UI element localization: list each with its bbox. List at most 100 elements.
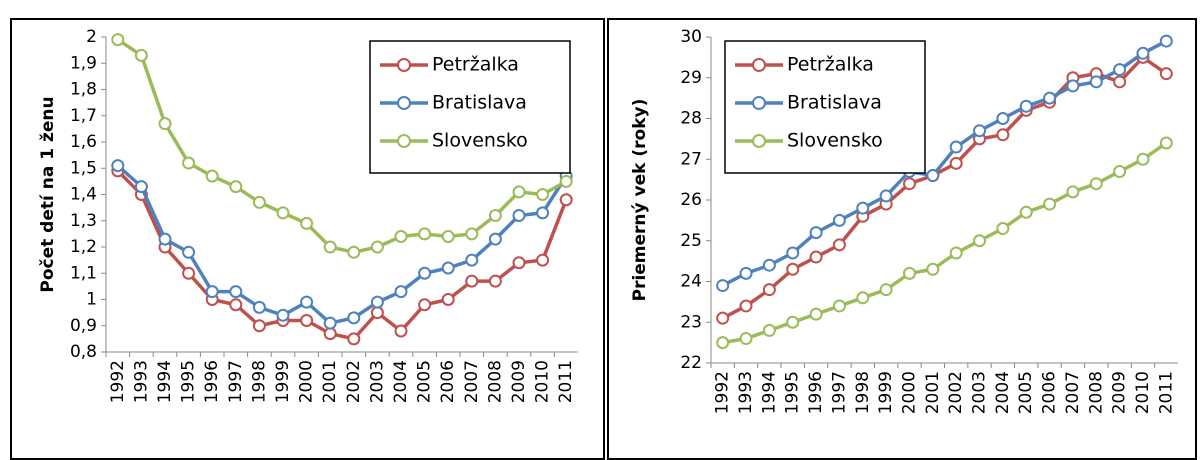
- data-point: [323, 327, 337, 341]
- panel-frame: [10, 18, 605, 460]
- y-tick-label: 1,9: [70, 53, 97, 73]
- data-point: [1089, 177, 1103, 191]
- data-point: [465, 274, 479, 288]
- data-point: [926, 262, 940, 276]
- data-point: [1043, 91, 1057, 105]
- data-point: [832, 238, 846, 252]
- data-point: [716, 311, 730, 325]
- x-tick-label: 1993: [736, 371, 756, 414]
- data-point: [1066, 79, 1080, 93]
- x-tick-label: 1999: [273, 360, 293, 403]
- data-point: [832, 299, 846, 313]
- data-point: [996, 128, 1010, 142]
- data-point: [229, 298, 243, 312]
- data-point: [182, 266, 196, 280]
- x-tick-label: 2008: [485, 360, 505, 403]
- x-tick-label: 2005: [415, 360, 435, 403]
- y-axis-title: Počet detí na 1 ženu: [38, 96, 58, 292]
- data-point: [902, 177, 916, 191]
- data-point: [488, 209, 502, 222]
- data-point: [205, 169, 219, 183]
- y-tick-label: 22: [680, 353, 702, 373]
- x-tick-label: 2003: [970, 371, 990, 414]
- data-point: [762, 283, 776, 297]
- y-tick-label: 2: [86, 27, 97, 47]
- x-tick-label: 2007: [462, 360, 482, 403]
- x-tick-label: 1996: [202, 360, 222, 403]
- legend-label: Slovensko: [787, 130, 883, 152]
- x-tick-label: 2011: [1156, 371, 1176, 414]
- x-tick-label: 2011: [556, 360, 576, 403]
- data-point: [394, 230, 408, 243]
- data-point: [786, 315, 800, 329]
- data-point: [323, 240, 337, 254]
- x-tick-label: 2004: [993, 371, 1013, 414]
- data-point: [536, 253, 550, 267]
- x-tick-label: 1999: [876, 371, 896, 414]
- data-point: [949, 246, 963, 260]
- x-tick-label: 2006: [438, 360, 458, 403]
- data-point: [347, 245, 361, 259]
- x-tick-label: 2006: [1040, 371, 1060, 414]
- x-tick-label: 1995: [783, 371, 803, 414]
- data-point: [252, 195, 266, 209]
- x-tick-label: 1995: [179, 360, 199, 403]
- data-point: [441, 293, 455, 306]
- x-tick-label: 2005: [1016, 371, 1036, 414]
- y-tick-label: 28: [680, 109, 702, 129]
- data-point: [229, 180, 243, 194]
- legend-marker: [397, 96, 411, 110]
- data-point: [739, 266, 753, 280]
- data-point: [809, 250, 823, 264]
- data-point: [809, 307, 823, 321]
- x-tick-label: 2007: [1063, 371, 1083, 414]
- data-point: [996, 112, 1010, 125]
- data-point: [134, 48, 148, 62]
- legend-marker: [752, 96, 766, 110]
- data-point: [512, 185, 526, 199]
- data-point: [512, 256, 526, 270]
- x-tick-label: 2003: [367, 360, 387, 403]
- data-point: [786, 246, 800, 260]
- data-point: [536, 206, 550, 220]
- data-point: [1159, 136, 1173, 150]
- data-point: [973, 234, 987, 248]
- data-point: [182, 245, 196, 259]
- x-tick-label: 2010: [1133, 371, 1153, 414]
- data-point: [949, 140, 963, 154]
- y-tick-label: 0,8: [70, 342, 97, 362]
- y-tick-label: 24: [680, 272, 702, 292]
- data-point: [973, 124, 987, 138]
- panel-frame: [607, 18, 1197, 460]
- legend-marker: [397, 134, 411, 148]
- data-point: [418, 227, 432, 241]
- data-point: [111, 33, 125, 47]
- data-point: [1113, 75, 1127, 89]
- y-tick-label: 1,5: [70, 158, 97, 178]
- data-point: [879, 283, 893, 297]
- y-axis-title: Priemerný vek (roky): [630, 99, 650, 302]
- data-point: [536, 188, 550, 201]
- data-point: [300, 216, 314, 230]
- x-tick-label: 2009: [509, 360, 529, 403]
- data-point: [739, 332, 753, 346]
- data-point: [394, 324, 408, 338]
- y-tick-label: 1,7: [70, 106, 97, 126]
- x-tick-label: 2002: [344, 360, 364, 403]
- y-tick-label: 1,6: [70, 132, 97, 152]
- data-point: [488, 274, 502, 288]
- data-point: [856, 291, 870, 305]
- data-point: [559, 193, 573, 207]
- data-point: [1043, 197, 1057, 211]
- data-point: [832, 213, 846, 227]
- data-point: [809, 226, 823, 240]
- legend-label: Slovensko: [432, 130, 528, 152]
- y-tick-label: 1,8: [70, 80, 97, 100]
- data-point: [902, 266, 916, 280]
- data-point: [1159, 67, 1173, 81]
- data-point: [158, 117, 172, 131]
- x-tick-label: 2001: [320, 360, 340, 403]
- data-point: [370, 295, 384, 309]
- data-point: [465, 227, 479, 241]
